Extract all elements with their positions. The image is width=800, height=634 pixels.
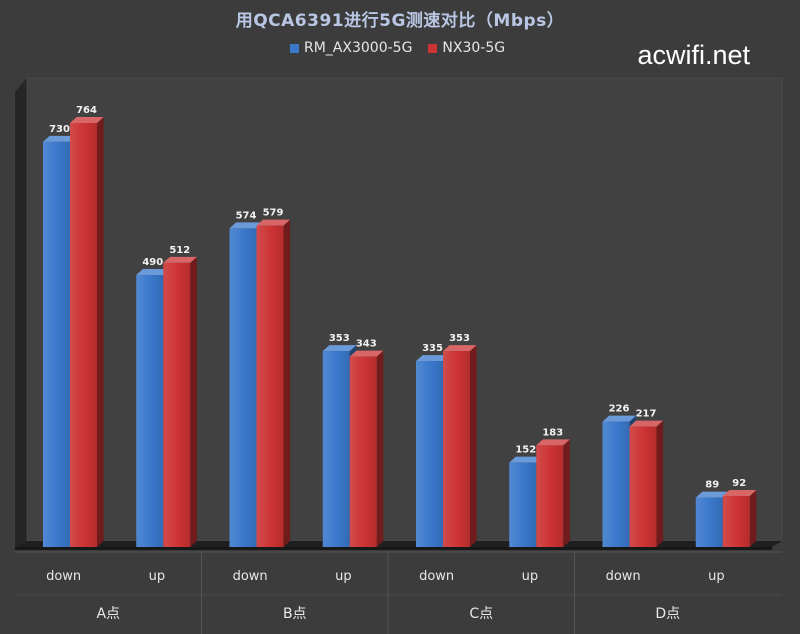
watermark: acwifi.net xyxy=(637,40,750,70)
bar-series2-7 xyxy=(722,495,750,547)
subcategory-label-1: up xyxy=(149,569,166,584)
bar-top-1-6 xyxy=(629,420,664,427)
bar-series1-3 xyxy=(322,351,350,547)
subcategory-label-4: down xyxy=(419,569,454,584)
bar-series1-0 xyxy=(43,141,70,547)
bar-side-1-6 xyxy=(656,420,664,547)
bar-side-1-1 xyxy=(190,256,197,547)
bar-side-1-2 xyxy=(283,219,291,547)
bar-series2-1 xyxy=(163,262,191,547)
bar-series2-6 xyxy=(629,426,657,547)
bar-series2-5 xyxy=(536,445,564,547)
value-label-series1-7: 89 xyxy=(705,480,719,491)
bar-series1-2 xyxy=(229,228,257,547)
bar-top-1-5 xyxy=(536,439,570,446)
legend-label-series-1: RM_AX3000-5G xyxy=(304,40,413,56)
bar-top-0-5 xyxy=(509,456,543,463)
legend-item-series-2: NX30-5G xyxy=(428,40,505,56)
legend-item-series-1: RM_AX3000-5G xyxy=(290,40,412,56)
value-label-series2-6: 217 xyxy=(636,409,657,420)
value-label-series1-2: 574 xyxy=(236,210,257,221)
bar-top-0-2 xyxy=(229,222,264,229)
value-label-series2-3: 343 xyxy=(356,339,377,350)
bar-side-1-3 xyxy=(376,350,384,547)
subcategory-label-7: up xyxy=(708,569,725,584)
bar-side-1-7 xyxy=(749,489,757,547)
floor xyxy=(15,541,782,547)
bar-series1-5 xyxy=(509,462,537,547)
bar-series2-0 xyxy=(70,122,97,547)
bar-series2-3 xyxy=(349,356,377,547)
subcategory-label-3: up xyxy=(335,569,352,584)
chart-title: 用QCA6391进行5G测速对比（Mbps） xyxy=(235,11,565,31)
bar-side-1-4 xyxy=(470,345,477,547)
bar-series2-2 xyxy=(256,225,284,547)
bar-top-0-6 xyxy=(602,415,637,422)
bar-top-1-3 xyxy=(349,350,384,357)
value-label-series1-6: 226 xyxy=(609,404,630,415)
subcategory-label-2: down xyxy=(233,569,268,584)
bar-top-0-3 xyxy=(322,345,357,352)
subcategory-label-6: down xyxy=(606,569,641,584)
value-label-series1-5: 152 xyxy=(515,445,536,456)
value-label-series1-1: 490 xyxy=(142,257,163,268)
value-label-series2-5: 183 xyxy=(542,427,563,438)
group-label-1: B点 xyxy=(283,606,307,622)
bar-top-1-2 xyxy=(256,219,291,226)
subcategory-label-0: down xyxy=(46,569,81,584)
group-label-0: A点 xyxy=(96,606,120,622)
legend-swatch-series-1 xyxy=(290,43,299,53)
bar-top-0-1 xyxy=(136,269,170,276)
value-label-series1-0: 730 xyxy=(49,124,70,135)
group-label-2: C点 xyxy=(469,606,493,622)
value-label-series2-1: 512 xyxy=(169,245,190,256)
bar-top-1-0 xyxy=(70,116,104,123)
group-label-3: D点 xyxy=(655,606,680,622)
value-label-series1-3: 353 xyxy=(329,333,350,344)
value-label-series2-2: 579 xyxy=(263,208,284,219)
category-axis-area xyxy=(15,552,782,634)
bar-top-0-0 xyxy=(43,135,77,142)
bar-top-1-4 xyxy=(443,345,477,352)
legend-swatch-series-2 xyxy=(428,43,438,53)
bar-top-1-7 xyxy=(722,489,757,496)
subcategory-label-5: up xyxy=(522,569,539,584)
legend: RM_AX3000-5G NX30-5G xyxy=(290,40,505,56)
value-label-series2-4: 353 xyxy=(449,333,470,344)
floor-edge xyxy=(15,547,772,550)
bar-series1-1 xyxy=(136,275,164,547)
bar-series1-4 xyxy=(416,361,443,547)
value-label-series2-7: 92 xyxy=(732,478,746,489)
bar-top-0-4 xyxy=(416,355,450,362)
bar-side-1-5 xyxy=(563,439,570,547)
bar-series1-7 xyxy=(695,497,723,547)
legend-label-series-2: NX30-5G xyxy=(442,40,506,56)
value-label-series2-0: 764 xyxy=(76,105,97,116)
bar-series1-6 xyxy=(602,421,630,547)
side-wall xyxy=(15,78,27,547)
value-label-series1-4: 335 xyxy=(422,343,443,354)
bar-top-0-7 xyxy=(695,491,730,498)
bar-top-1-1 xyxy=(163,256,197,263)
bar-series2-4 xyxy=(443,351,470,547)
bar-side-1-0 xyxy=(97,116,104,547)
